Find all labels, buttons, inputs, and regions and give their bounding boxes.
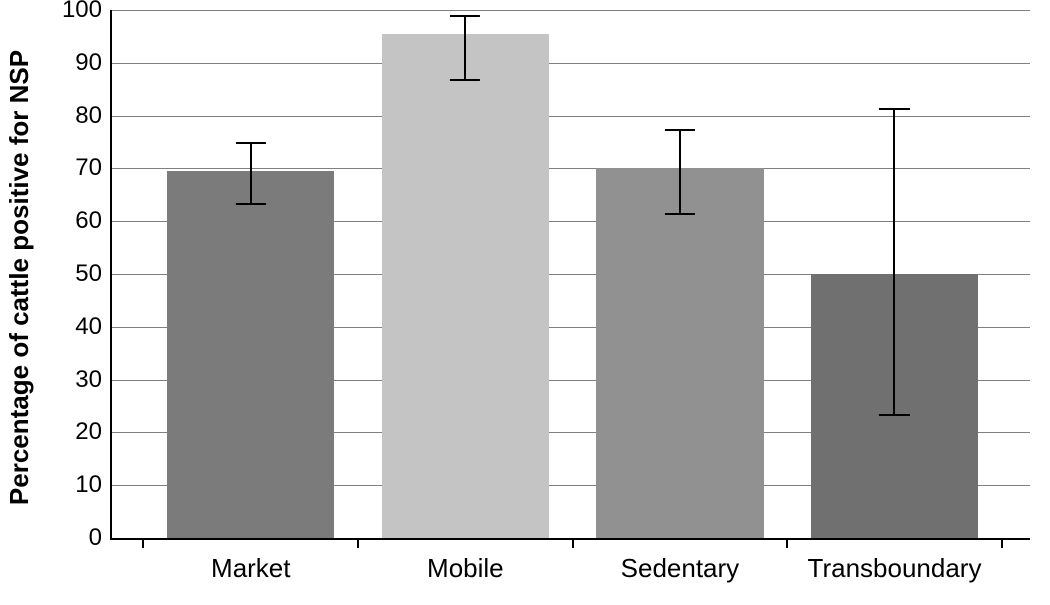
- bar-group: [382, 10, 549, 538]
- xtick-mark: [1001, 538, 1003, 548]
- xtick-label: Market: [211, 553, 290, 584]
- error-bar: [893, 108, 895, 414]
- xtick-label: Transboundary: [808, 553, 982, 584]
- bar: [167, 171, 334, 538]
- error-bar: [679, 129, 681, 213]
- error-bar: [464, 15, 466, 78]
- error-bar: [250, 142, 252, 203]
- xtick-mark: [357, 538, 359, 548]
- error-cap-bottom: [450, 79, 480, 81]
- ytick-label: 0: [52, 524, 102, 552]
- bar: [596, 168, 763, 538]
- bar-chart: Percentage of cattle positive for NSP 01…: [0, 0, 1050, 605]
- error-cap-bottom: [665, 213, 695, 215]
- error-cap-top: [665, 129, 695, 131]
- ytick-label: 30: [52, 366, 102, 394]
- xtick-mark: [142, 538, 144, 548]
- error-cap-top: [879, 108, 909, 110]
- error-cap-top: [236, 142, 266, 144]
- ytick-label: 10: [52, 471, 102, 499]
- y-axis-label: Percentage of cattle positive for NSP: [5, 50, 36, 505]
- plot-area: 0102030405060708090100MarketMobileSedent…: [110, 10, 1030, 540]
- ytick-label: 80: [52, 102, 102, 130]
- ytick-label: 50: [52, 260, 102, 288]
- ytick-label: 90: [52, 49, 102, 77]
- error-cap-top: [450, 15, 480, 17]
- error-cap-bottom: [236, 203, 266, 205]
- bar: [382, 34, 549, 538]
- ytick-label: 100: [52, 0, 102, 24]
- error-cap-bottom: [879, 414, 909, 416]
- ytick-label: 70: [52, 154, 102, 182]
- bar-group: [811, 10, 978, 538]
- ytick-label: 40: [52, 313, 102, 341]
- y-axis-label-container: Percentage of cattle positive for NSP: [0, 0, 40, 555]
- xtick-label: Sedentary: [621, 553, 740, 584]
- bar-group: [596, 10, 763, 538]
- xtick-label: Mobile: [427, 553, 504, 584]
- ytick-label: 60: [52, 207, 102, 235]
- xtick-mark: [572, 538, 574, 548]
- ytick-label: 20: [52, 418, 102, 446]
- bar-group: [167, 10, 334, 538]
- xtick-mark: [786, 538, 788, 548]
